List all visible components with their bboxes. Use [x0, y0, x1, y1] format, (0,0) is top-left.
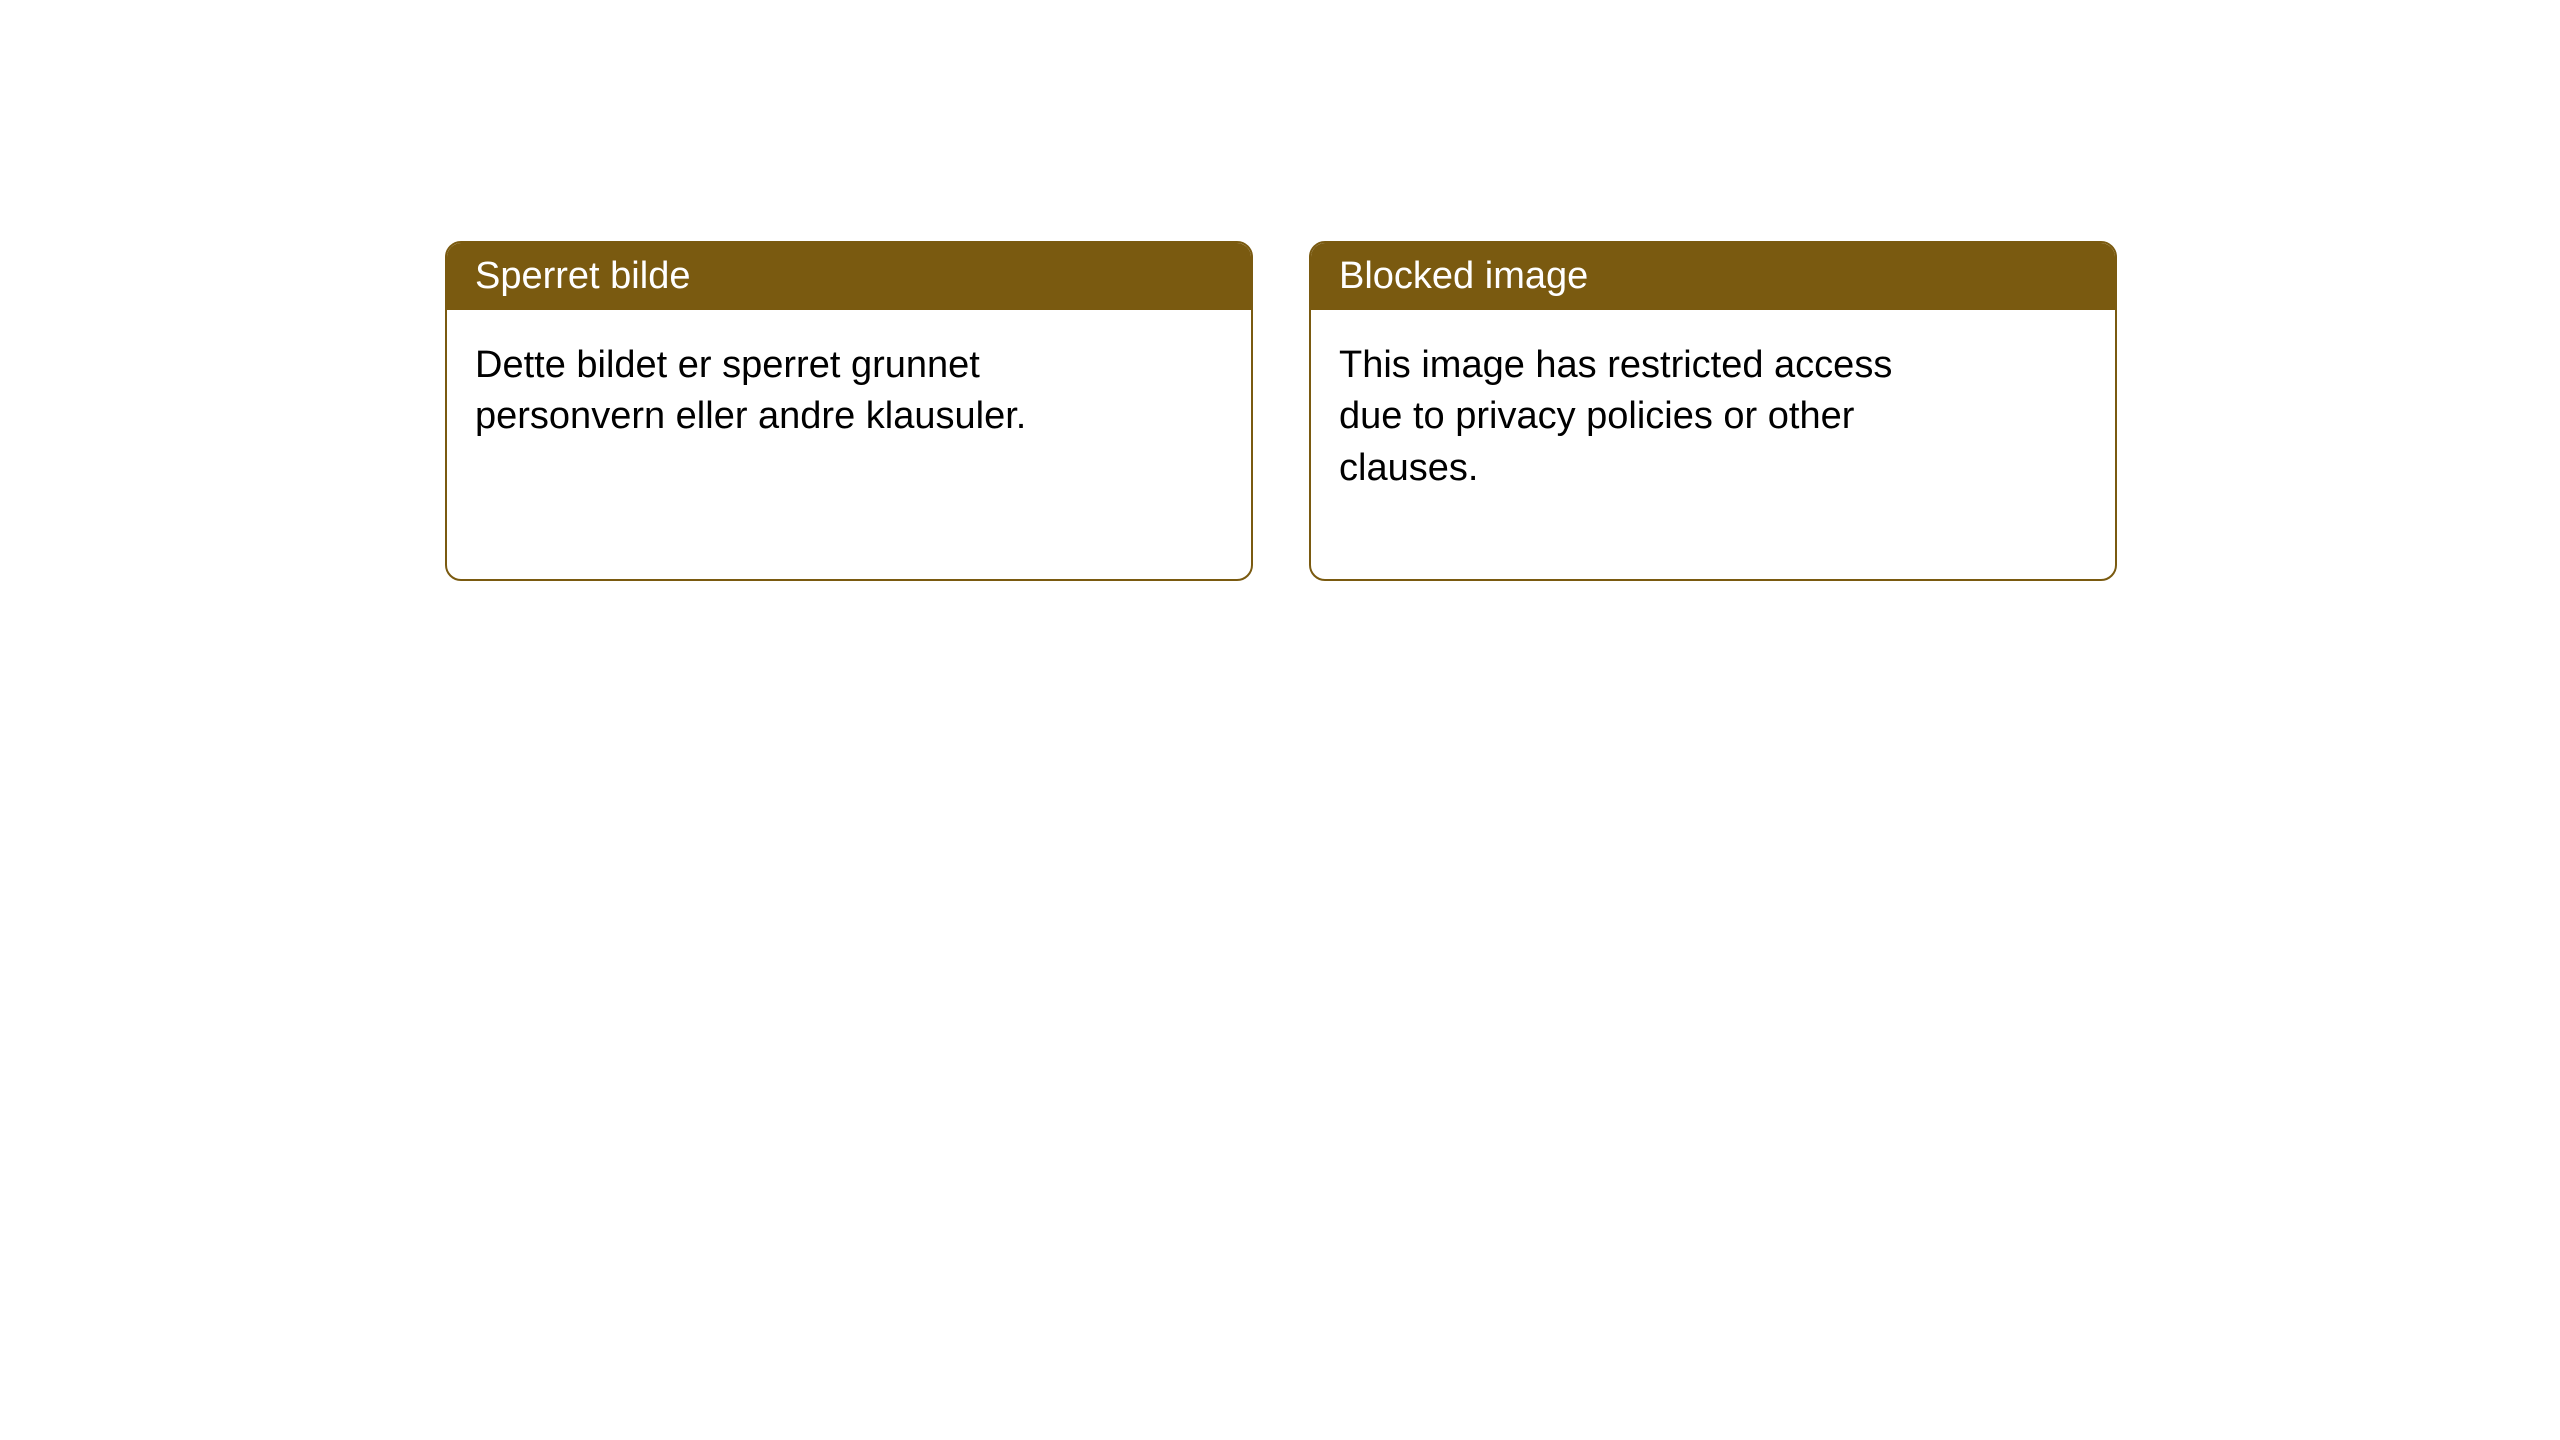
- blocked-image-card-en: Blocked image This image has restricted …: [1309, 241, 2117, 581]
- card-body: This image has restricted access due to …: [1311, 310, 1991, 524]
- card-header: Sperret bilde: [447, 243, 1251, 310]
- card-title: Blocked image: [1339, 255, 1588, 297]
- card-title: Sperret bilde: [475, 255, 690, 297]
- card-body-text: Dette bildet er sperret grunnet personve…: [475, 344, 1026, 437]
- card-body: Dette bildet er sperret grunnet personve…: [447, 310, 1127, 473]
- blocked-image-card-no: Sperret bilde Dette bildet er sperret gr…: [445, 241, 1253, 581]
- card-header: Blocked image: [1311, 243, 2115, 310]
- card-body-text: This image has restricted access due to …: [1339, 344, 1892, 489]
- notice-container: Sperret bilde Dette bildet er sperret gr…: [445, 241, 2117, 581]
